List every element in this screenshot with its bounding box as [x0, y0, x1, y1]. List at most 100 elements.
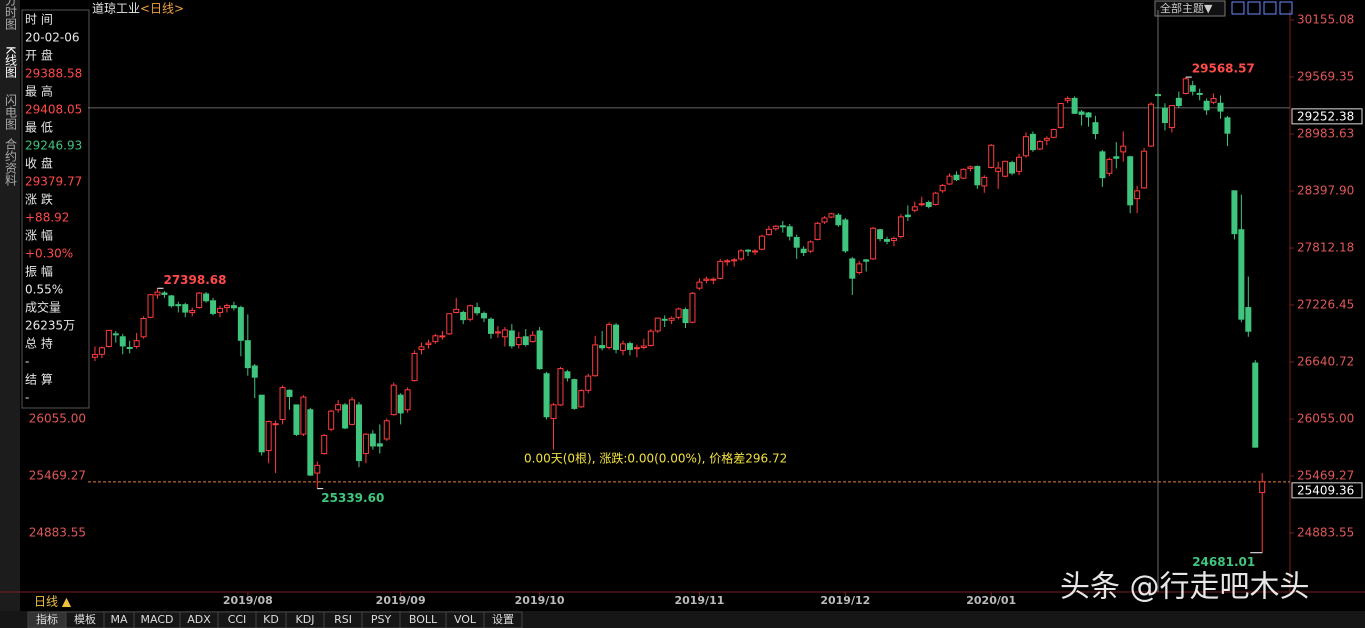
candle-body [953, 174, 960, 181]
candle-body [1148, 103, 1155, 147]
candle-body [335, 404, 342, 411]
info-value: - [25, 391, 29, 405]
candle-body [508, 330, 515, 347]
toolbar-tab-label[interactable]: 设置 [492, 613, 514, 626]
candle-body [210, 300, 217, 314]
candle-body [293, 404, 300, 435]
icon[interactable] [1279, 1, 1293, 15]
candle-body [1002, 160, 1009, 177]
candle-body [696, 281, 703, 289]
side-tab[interactable]: 分时图 [4, 0, 18, 30]
candle-body [1203, 100, 1210, 111]
y-tick-label: 28397.90 [1297, 184, 1354, 198]
period-title: <日线> [140, 2, 184, 16]
toolbar-tab-label[interactable]: RSI [334, 613, 352, 626]
candle-body [223, 305, 230, 309]
icon[interactable] [1263, 1, 1277, 15]
x-tick-label: 2019/09 [376, 594, 426, 607]
icon[interactable] [1231, 1, 1245, 15]
toolbar-tab-label[interactable]: CCI [228, 613, 247, 626]
candle-body [606, 324, 613, 348]
period-selector[interactable]: 日线 ▲ [34, 595, 72, 609]
candle-body [383, 420, 390, 440]
side-tab[interactable]: K线图 [4, 46, 18, 78]
candle-body [946, 175, 953, 185]
candle-body [1099, 151, 1106, 179]
toolbar-tab-label[interactable]: MA [110, 613, 127, 626]
candle-body [1029, 133, 1036, 151]
side-tab[interactable]: 合约资料 [4, 137, 18, 186]
candle-body [196, 292, 203, 309]
candle-body [960, 168, 967, 179]
candle-body [724, 260, 731, 263]
candle-body [661, 318, 668, 321]
toolbar-tab-label[interactable]: PSY [371, 613, 392, 626]
icon[interactable] [1247, 1, 1261, 15]
candle-body [585, 375, 592, 391]
theme-button-label[interactable]: 全部主题▼ [1160, 1, 1213, 15]
candle-body [529, 334, 536, 343]
candle-body [133, 340, 140, 348]
toolbar-tab-label[interactable]: 模板 [74, 612, 96, 626]
theme-button[interactable] [1154, 0, 1226, 17]
candle-body [536, 330, 543, 370]
candle-body [1161, 107, 1168, 123]
candle-body [258, 394, 265, 453]
y-tick-label: 29569.35 [1297, 70, 1354, 84]
x-tick-label: 2019/08 [223, 594, 273, 607]
candle-body [237, 307, 244, 341]
info-label: 最 低 [25, 121, 53, 135]
candle-body [140, 317, 147, 338]
candle-body [752, 250, 759, 253]
candle-body [418, 346, 425, 350]
candle-body [668, 317, 675, 321]
candle-body [175, 304, 182, 307]
candle-body [1141, 150, 1148, 189]
candle-body [779, 225, 786, 228]
toolbar-tab-label[interactable]: 指标 [36, 612, 58, 626]
peak-label: 27398.68 [163, 273, 226, 287]
candle-body [828, 213, 835, 218]
last-price-box [1291, 482, 1363, 499]
info-value: 0.55% [25, 283, 63, 297]
candle-body [981, 176, 988, 187]
side-tab[interactable]: 闪电图 [4, 94, 18, 130]
toolbar-tab-label[interactable]: KD [263, 613, 279, 626]
candle-body [1175, 97, 1182, 107]
toolbar-tab-label[interactable]: BOLL [409, 613, 438, 626]
candle-body [182, 304, 189, 313]
toolbar-tab[interactable] [483, 611, 523, 628]
candle-body [279, 387, 286, 421]
candle-body [592, 344, 599, 377]
candle-body [321, 434, 328, 455]
candle-body [897, 216, 904, 238]
y-tick-label-left: 24883.55 [29, 526, 86, 540]
candle-body [675, 308, 682, 318]
candle-body [328, 410, 335, 430]
candle-body [543, 373, 550, 418]
candle-body [932, 192, 939, 205]
info-value: +0.30% [25, 247, 73, 261]
candle-body [244, 340, 251, 369]
toolbar-tab-label[interactable]: ADX [187, 613, 211, 626]
candle-body [925, 201, 932, 207]
info-label: 最 高 [25, 84, 53, 99]
candle-body [119, 336, 126, 347]
candle-body [1189, 85, 1196, 92]
candle-body [870, 227, 877, 260]
candle-body [640, 345, 647, 348]
y-tick-label: 27812.18 [1297, 241, 1354, 255]
info-label: 振 幅 [25, 264, 53, 279]
info-label: 结 算 [25, 372, 53, 387]
candle-body [599, 345, 606, 349]
candle-body [217, 307, 224, 313]
candle-body [1182, 78, 1189, 94]
candle-body [877, 229, 884, 240]
toolbar-tab-label[interactable]: KDJ [296, 613, 315, 626]
candle-body [1210, 98, 1217, 103]
candle-body [1113, 156, 1120, 159]
toolbar-tab-label[interactable]: VOL [454, 613, 477, 626]
y-tick-label: 24883.55 [1297, 526, 1354, 540]
candle-body [1259, 481, 1266, 493]
toolbar-tab-label[interactable]: MACD [141, 613, 174, 626]
